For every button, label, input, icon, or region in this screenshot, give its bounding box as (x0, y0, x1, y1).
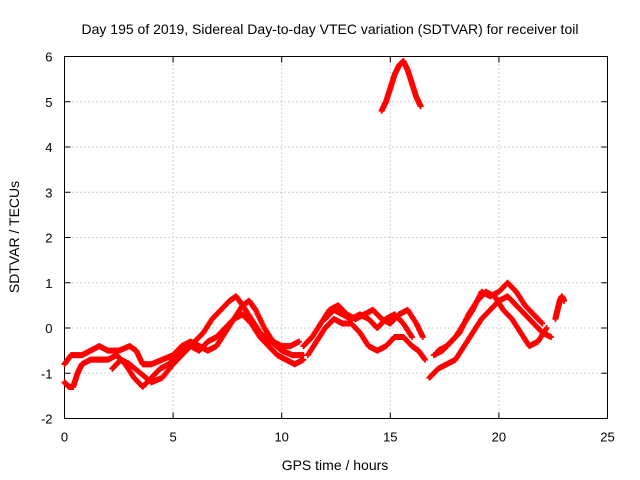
y-tick-label: 1 (45, 276, 52, 291)
x-tick-labels: 0 5 10 15 20 25 (61, 430, 615, 445)
y-tick-label: 5 (45, 95, 52, 110)
series-track-6 (322, 306, 416, 341)
data-point (422, 356, 429, 363)
y-tick-label: 2 (45, 231, 52, 246)
x-tick-label: 5 (169, 430, 176, 445)
y-tick-label: -2 (41, 412, 53, 427)
x-axis-title: GPS time / hours (282, 457, 389, 473)
data-points (61, 58, 568, 390)
series-track-8 (426, 293, 555, 381)
x-tick-label: 15 (383, 430, 397, 445)
series-track-7 (378, 58, 424, 114)
data-point (539, 320, 546, 327)
series-track-3 (109, 311, 307, 386)
data-point (417, 103, 424, 110)
y-tick-label: -1 (41, 366, 53, 381)
y-tick-labels: -2 -1 0 1 2 3 4 5 6 (41, 50, 53, 427)
data-point (300, 356, 307, 363)
y-tick-label: 4 (45, 140, 52, 155)
data-point (296, 338, 303, 345)
data-point (561, 297, 568, 304)
data-point (543, 325, 550, 331)
series-track-5 (304, 315, 429, 363)
y-tick-label: 0 (45, 321, 52, 336)
series-track-11 (552, 293, 568, 322)
data-point (548, 334, 555, 341)
data-point (419, 334, 426, 341)
data-point-fill (538, 319, 545, 326)
y-axis-title: SDTVAR / TECUs (6, 181, 22, 293)
x-tick-label: 10 (274, 430, 288, 445)
chart-title: Day 195 of 2019, Sidereal Day-to-day VTE… (82, 21, 579, 37)
series-track-2 (61, 293, 307, 390)
x-tick-label: 20 (492, 430, 506, 445)
y-tick-label: 6 (45, 50, 52, 65)
ticks (64, 56, 608, 419)
x-tick-label: 25 (600, 430, 614, 445)
data-point (409, 334, 416, 341)
x-tick-label: 0 (61, 430, 68, 445)
series-track-10 (435, 279, 546, 354)
y-tick-label: 3 (45, 185, 52, 200)
